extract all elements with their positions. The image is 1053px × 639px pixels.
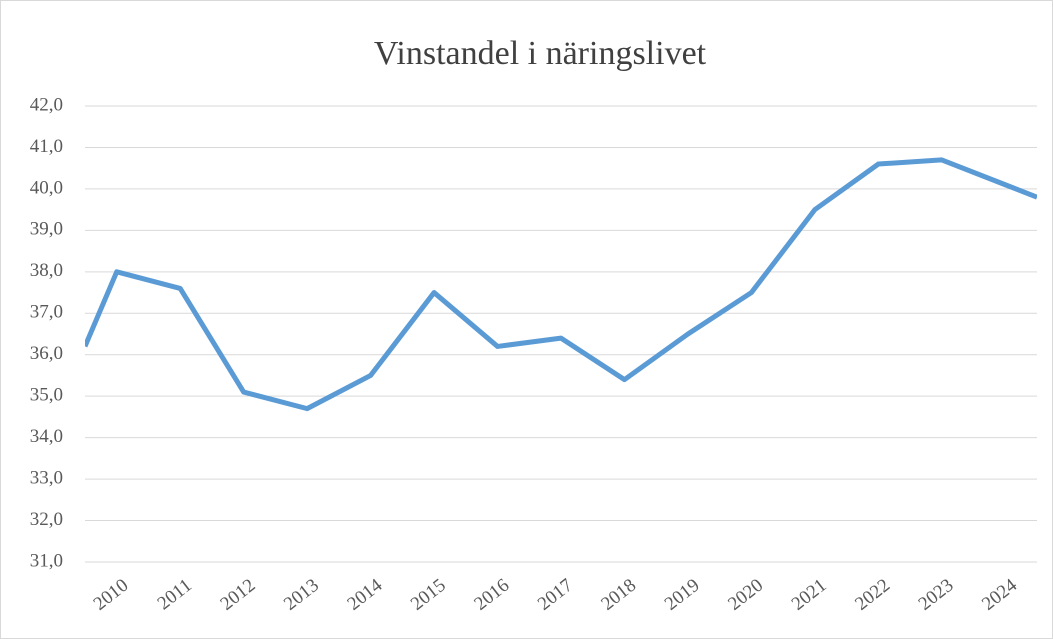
y-tick-label: 37,0 bbox=[30, 302, 63, 323]
y-tick-label: 38,0 bbox=[30, 260, 63, 281]
y-tick-label: 32,0 bbox=[30, 509, 63, 530]
y-tick-label: 36,0 bbox=[30, 343, 63, 364]
y-tick-label: 31,0 bbox=[30, 550, 63, 571]
y-tick-label: 34,0 bbox=[30, 426, 63, 447]
y-tick-label: 41,0 bbox=[30, 136, 63, 157]
y-tick-label: 39,0 bbox=[30, 219, 63, 240]
chart-title: Vinstandel i näringslivet bbox=[374, 35, 707, 72]
y-tick-label: 33,0 bbox=[30, 467, 63, 488]
y-tick-label: 40,0 bbox=[30, 177, 63, 198]
y-tick-label: 42,0 bbox=[30, 94, 63, 115]
data-line bbox=[85, 157, 1037, 412]
y-tick-label: 35,0 bbox=[30, 385, 63, 406]
